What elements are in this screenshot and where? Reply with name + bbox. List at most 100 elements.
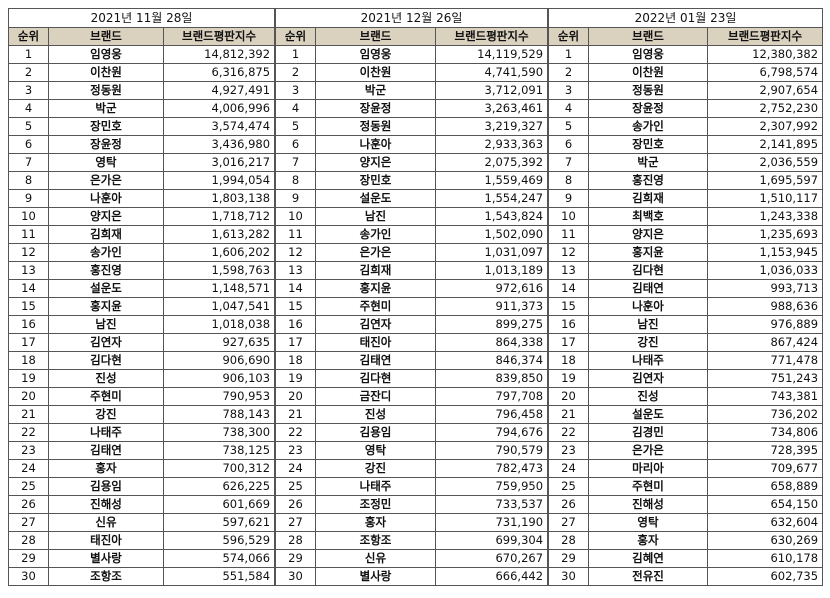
rank-cell: 12: [8, 243, 49, 262]
reputation-index-cell: 846,374: [434, 351, 549, 370]
rank-cell: 14: [8, 279, 49, 298]
table-row: 24 마리아 709,677: [548, 459, 824, 478]
reputation-index-cell: 738,300: [162, 423, 276, 442]
table-row: 5 장민호 3,574,474: [8, 117, 276, 136]
table-row: 26 조정민 733,537: [275, 495, 549, 514]
reputation-index-cell: 3,219,327: [434, 117, 549, 136]
rank-cell: 10: [548, 207, 589, 226]
rank-cell: 16: [548, 315, 589, 334]
rank-cell: 27: [548, 513, 589, 532]
rank-cell: 30: [548, 567, 589, 586]
brand-name-cell: 김경민: [588, 423, 708, 442]
brand-name-cell: 영탁: [48, 153, 164, 172]
table-row: 4 장윤정 2,752,230: [548, 99, 824, 118]
brand-name-cell: 전유진: [588, 567, 708, 586]
brand-name-cell: 송가인: [588, 117, 708, 136]
reputation-index-cell: 1,803,138: [162, 189, 276, 208]
reputation-index-cell: 2,036,559: [706, 153, 824, 172]
brand-name-cell: 별사랑: [315, 567, 436, 586]
rank-cell: 3: [8, 81, 49, 100]
col-header-index: 브랜드평판지수: [162, 27, 276, 46]
reputation-index-cell: 839,850: [434, 369, 549, 388]
rank-cell: 10: [8, 207, 49, 226]
rank-cell: 27: [8, 513, 49, 532]
brand-name-cell: 조항조: [48, 567, 164, 586]
rank-cell: 18: [8, 351, 49, 370]
brand-name-cell: 설운도: [588, 405, 708, 424]
brand-name-cell: 나훈아: [588, 297, 708, 316]
brand-name-cell: 마리아: [588, 459, 708, 478]
rank-cell: 23: [8, 441, 49, 460]
table-row: 30 조항조 551,584: [8, 567, 276, 586]
table-row: 15 나훈아 988,636: [548, 297, 824, 316]
reputation-index-cell: 658,889: [706, 477, 824, 496]
brand-name-cell: 남진: [588, 315, 708, 334]
brand-name-cell: 주현미: [48, 387, 164, 406]
reputation-index-cell: 906,690: [162, 351, 276, 370]
reputation-index-cell: 1,153,945: [706, 243, 824, 262]
rank-cell: 3: [548, 81, 589, 100]
rank-cell: 17: [8, 333, 49, 352]
reputation-index-cell: 3,436,980: [162, 135, 276, 154]
reputation-index-cell: 3,712,091: [434, 81, 549, 100]
brand-name-cell: 임영웅: [48, 45, 164, 64]
brand-name-cell: 태진아: [48, 531, 164, 550]
brand-name-cell: 박군: [48, 99, 164, 118]
table-row: 29 신유 670,267: [275, 549, 549, 568]
rank-cell: 19: [8, 369, 49, 388]
brand-name-cell: 김연자: [588, 369, 708, 388]
table-row: 27 영탁 632,604: [548, 513, 824, 532]
rank-cell: 14: [275, 279, 316, 298]
reputation-index-cell: 899,275: [434, 315, 549, 334]
reputation-index-cell: 12,380,382: [706, 45, 824, 64]
reputation-index-cell: 1,613,282: [162, 225, 276, 244]
rank-cell: 15: [548, 297, 589, 316]
table-row: 7 박군 2,036,559: [548, 153, 824, 172]
brand-name-cell: 홍지윤: [315, 279, 436, 298]
reputation-index-cell: 733,537: [434, 495, 549, 514]
brand-name-cell: 정동원: [588, 81, 708, 100]
table-row: 18 나태주 771,478: [548, 351, 824, 370]
rank-cell: 9: [8, 189, 49, 208]
reputation-index-cell: 864,338: [434, 333, 549, 352]
reputation-index-cell: 3,016,217: [162, 153, 276, 172]
reputation-index-cell: 601,669: [162, 495, 276, 514]
table-row: 7 양지은 2,075,392: [275, 153, 549, 172]
brand-name-cell: 나태주: [588, 351, 708, 370]
reputation-index-cell: 782,473: [434, 459, 549, 478]
brand-name-cell: 임영웅: [315, 45, 436, 64]
brand-name-cell: 홍진영: [48, 261, 164, 280]
rank-cell: 20: [8, 387, 49, 406]
brand-name-cell: 김태연: [315, 351, 436, 370]
rank-cell: 22: [275, 423, 316, 442]
table-row: 28 조항조 699,304: [275, 531, 549, 550]
table-row: 27 신유 597,621: [8, 513, 276, 532]
reputation-index-cell: 738,125: [162, 441, 276, 460]
rank-cell: 15: [8, 297, 49, 316]
brand-name-cell: 조정민: [315, 495, 436, 514]
reputation-index-cell: 972,616: [434, 279, 549, 298]
reputation-index-cell: 14,119,529: [434, 45, 549, 64]
reputation-index-cell: 759,950: [434, 477, 549, 496]
brand-name-cell: 김다현: [48, 351, 164, 370]
rank-cell: 20: [548, 387, 589, 406]
brand-name-cell: 진성: [48, 369, 164, 388]
rank-cell: 5: [548, 117, 589, 136]
brand-name-cell: 영탁: [315, 441, 436, 460]
rank-cell: 17: [275, 333, 316, 352]
reputation-index-cell: 6,316,875: [162, 63, 276, 82]
table-row: 12 은가은 1,031,097: [275, 243, 549, 262]
brand-name-cell: 송가인: [48, 243, 164, 262]
rank-cell: 8: [548, 171, 589, 190]
brand-name-cell: 진해성: [588, 495, 708, 514]
rank-cell: 4: [8, 99, 49, 118]
table-row: 18 김태연 846,374: [275, 351, 549, 370]
reputation-index-cell: 794,676: [434, 423, 549, 442]
reputation-index-cell: 731,190: [434, 513, 549, 532]
rank-cell: 11: [275, 225, 316, 244]
rank-cell: 25: [275, 477, 316, 496]
brand-name-cell: 진성: [588, 387, 708, 406]
rank-cell: 13: [548, 261, 589, 280]
rank-cell: 15: [275, 297, 316, 316]
reputation-index-cell: 728,395: [706, 441, 824, 460]
